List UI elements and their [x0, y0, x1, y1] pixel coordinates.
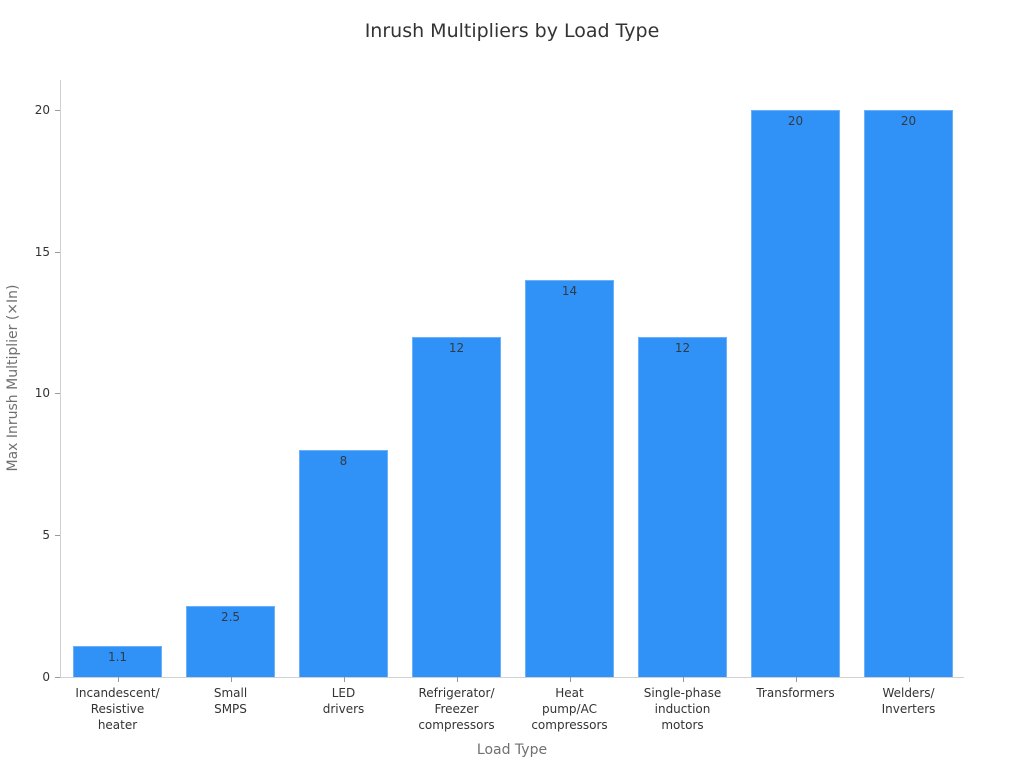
bar: 20: [751, 110, 840, 677]
bar-value-label: 14: [561, 284, 578, 299]
x-tick-label: Single-phase induction motors: [643, 686, 722, 732]
bar: 12: [638, 336, 727, 677]
x-tick-label: Transformers: [756, 686, 835, 700]
x-tick-label: Small SMPS: [213, 686, 248, 716]
x-tick-mark: [683, 677, 684, 682]
x-axis-line: [60, 677, 964, 678]
x-tick-label: LED drivers: [322, 686, 365, 716]
bar: 8: [299, 450, 388, 677]
y-axis-title: Max Inrush Multiplier (×In): [5, 284, 21, 472]
bar: 14: [525, 280, 614, 677]
x-tick-mark: [909, 677, 910, 682]
bar-value-label: 12: [674, 340, 691, 355]
bar-value-label: 12: [448, 340, 465, 355]
bar-value-label: 8: [339, 454, 348, 469]
x-tick-mark: [231, 677, 232, 682]
y-tick-label: 20: [34, 103, 50, 117]
y-tick: 20: [0, 103, 60, 124]
x-tick-mark: [796, 677, 797, 682]
bar: 2.5: [186, 606, 275, 677]
y-tick: 10: [0, 386, 60, 407]
bar: 12: [412, 336, 501, 677]
x-tick-label: Incandescent/ Resistive heater: [75, 686, 160, 732]
chart-title: Inrush Multipliers by Load Type: [364, 20, 660, 42]
y-axis-line: [60, 80, 61, 678]
bar-value-label: 20: [900, 114, 917, 128]
bar-value-label: 20: [787, 114, 804, 128]
y-tick-label: 0: [42, 670, 50, 684]
y-tick: 15: [0, 245, 60, 266]
bar: 20: [864, 110, 953, 677]
bar-value-label: 2.5: [220, 610, 241, 625]
y-tick-mark: [55, 677, 60, 678]
x-tick-mark: [570, 677, 571, 682]
y-tick-mark: [55, 535, 60, 536]
y-tick-mark: [55, 252, 60, 253]
bar: 1.1: [73, 645, 162, 677]
y-tick: 5: [0, 528, 60, 549]
y-tick-mark: [55, 393, 60, 394]
x-tick-label: Welders/ Inverters: [881, 686, 936, 716]
x-tick-mark: [118, 677, 119, 682]
x-axis-title: Load Type: [476, 742, 548, 758]
y-tick-label: 5: [42, 528, 50, 542]
x-tick-label: Heat pump/AC compressors: [531, 686, 608, 732]
y-tick-label: 10: [34, 386, 50, 400]
x-tick-mark: [457, 677, 458, 682]
bar-value-label: 1.1: [107, 649, 128, 664]
y-tick-label: 15: [34, 245, 50, 259]
y-tick: 0: [0, 670, 60, 691]
x-tick-mark: [344, 677, 345, 682]
y-tick-mark: [55, 110, 60, 111]
x-tick-label: Refrigerator/ Freezer compressors: [418, 686, 495, 732]
